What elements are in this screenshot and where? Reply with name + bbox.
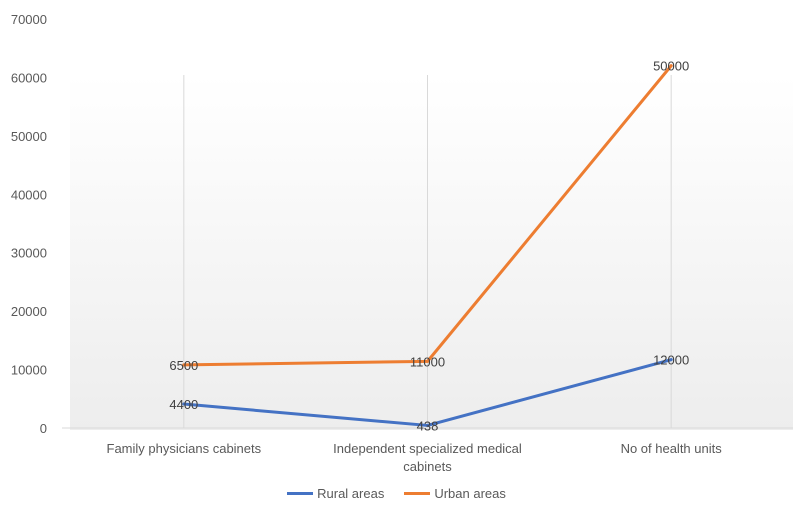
- x-tick-label: No of health units: [621, 441, 723, 456]
- y-tick-label: 0: [40, 421, 47, 436]
- data-label: 12000: [653, 353, 689, 368]
- y-tick-label: 70000: [11, 12, 47, 27]
- data-point: [669, 64, 673, 68]
- data-label: 438: [417, 418, 439, 433]
- legend-label-urban: Urban areas: [434, 486, 506, 501]
- data-point: [182, 402, 186, 406]
- plot-background: [70, 75, 793, 430]
- data-point: [669, 358, 673, 362]
- y-tick-label: 40000: [11, 187, 47, 202]
- x-tick-label: Independent specialized medical: [333, 441, 522, 456]
- legend-label-rural: Rural areas: [317, 486, 385, 501]
- y-tick-label: 60000: [11, 70, 47, 85]
- legend-item-rural: Rural areas: [287, 486, 384, 501]
- data-label: 50000: [653, 59, 689, 74]
- y-tick-label: 10000: [11, 363, 47, 378]
- x-tick-label: cabinets: [403, 459, 452, 474]
- y-tick-label: 20000: [11, 304, 47, 319]
- y-tick-label: 50000: [11, 129, 47, 144]
- x-tick-label: Family physicians cabinets: [107, 441, 262, 456]
- data-point: [182, 363, 186, 367]
- legend-item-urban: Urban areas: [404, 486, 506, 501]
- legend-swatch-urban: [404, 492, 431, 495]
- data-point: [426, 359, 429, 363]
- data-label: 6500: [169, 358, 198, 373]
- data-point: [426, 423, 429, 427]
- legend: Rural areas Urban areas: [0, 486, 793, 501]
- y-tick-label: 30000: [11, 246, 47, 261]
- legend-swatch-rural: [287, 492, 314, 495]
- data-label: 4400: [169, 397, 198, 412]
- data-label: 11000: [410, 354, 445, 369]
